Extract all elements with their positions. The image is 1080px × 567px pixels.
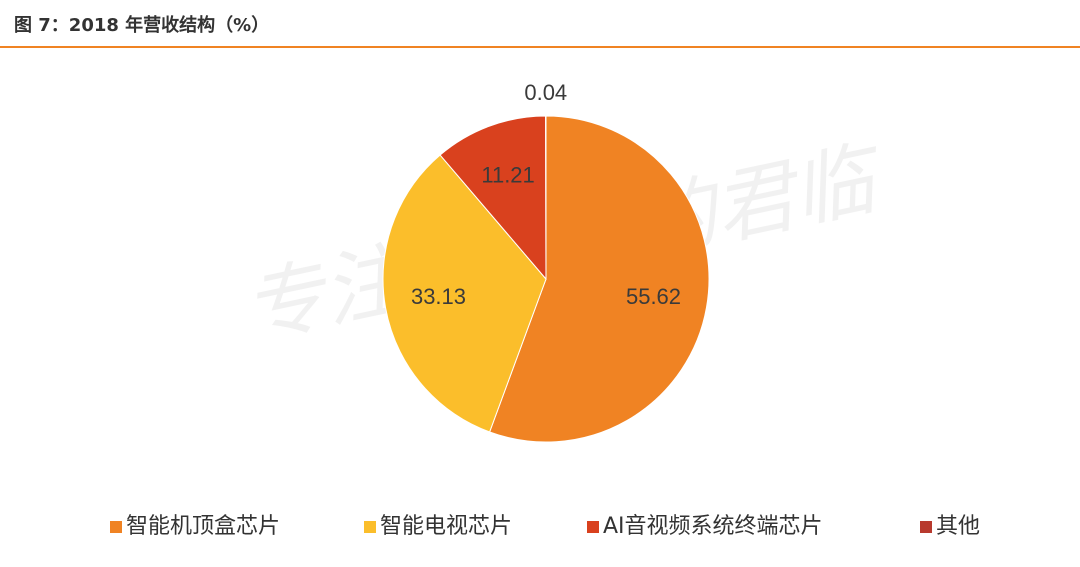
legend-swatch (110, 521, 122, 533)
data-label: 55.62 (626, 284, 681, 309)
data-label: 11.21 (481, 162, 534, 187)
chart-title: 图 7：2018 年营收结构（%） (14, 14, 269, 36)
legend-label: AI音视频系统终端芯片 (603, 514, 823, 539)
data-label: 0.04 (524, 80, 567, 105)
legend-swatch (587, 521, 599, 533)
pie-slice (439, 115, 547, 281)
legend-swatch (364, 521, 376, 533)
legend-label: 其他 (936, 514, 980, 539)
legend-swatch (920, 521, 932, 533)
pie-slice (382, 154, 547, 433)
data-label: 33.13 (411, 284, 466, 309)
legend-label: 智能电视芯片 (380, 514, 512, 539)
legend-label: 智能机顶盒芯片 (126, 514, 280, 539)
pie-slice (488, 115, 710, 443)
